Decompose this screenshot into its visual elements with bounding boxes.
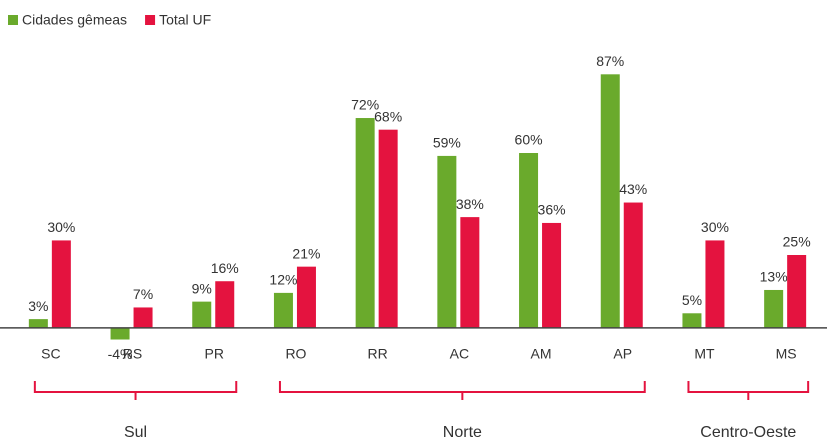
bar — [133, 307, 153, 328]
value-label: 16% — [211, 260, 239, 276]
value-label: 30% — [701, 219, 729, 235]
legend-swatch — [8, 15, 18, 25]
legend-label: Total UF — [159, 12, 211, 28]
value-label: 43% — [619, 181, 647, 197]
group-bracket — [278, 381, 646, 400]
x-tick-label: RO — [285, 346, 306, 362]
bar — [542, 222, 562, 328]
bar — [437, 155, 457, 328]
value-label: 5% — [682, 292, 702, 308]
bar — [378, 129, 398, 328]
value-label: 7% — [133, 286, 153, 302]
value-label: 36% — [538, 202, 566, 218]
bar — [764, 289, 784, 328]
value-label: 72% — [351, 97, 379, 113]
bar — [600, 74, 620, 328]
bar — [51, 240, 71, 328]
x-tick-label: MT — [694, 346, 715, 362]
bar — [215, 281, 235, 328]
x-tick-label: PR — [205, 346, 224, 362]
bar — [28, 319, 48, 328]
value-label: 30% — [47, 219, 75, 235]
bar — [682, 313, 702, 328]
value-label: 60% — [515, 132, 543, 148]
legend-label: Cidades gêmeas — [22, 12, 127, 28]
bar — [110, 327, 130, 340]
bar — [355, 118, 375, 328]
value-label: -4% — [108, 346, 133, 362]
value-label: 59% — [433, 135, 461, 151]
group-label: Centro-Oeste — [700, 424, 796, 441]
group-label: Norte — [443, 424, 482, 441]
x-tick-label: RR — [368, 346, 388, 362]
bar — [296, 266, 316, 328]
bar — [705, 240, 725, 328]
value-label: 25% — [783, 234, 811, 250]
x-tick-label: AC — [450, 346, 469, 362]
value-label: 21% — [292, 245, 320, 261]
value-label: 68% — [374, 108, 402, 124]
bar — [787, 255, 807, 328]
value-label: 87% — [596, 53, 624, 69]
group-label: Sul — [124, 424, 147, 441]
group-bracket — [33, 381, 238, 400]
x-tick-label: RS — [123, 346, 142, 362]
bar — [519, 153, 539, 328]
x-tick-label: AP — [613, 346, 632, 362]
x-tick-label: MS — [776, 346, 797, 362]
value-label: 38% — [456, 196, 484, 212]
bar — [460, 217, 480, 328]
value-label: 3% — [28, 298, 48, 314]
bar — [273, 292, 293, 328]
value-label: 12% — [269, 272, 297, 288]
legend-swatch — [145, 15, 156, 25]
group-bracket — [687, 381, 810, 400]
bar — [623, 202, 643, 328]
x-tick-label: AM — [531, 346, 552, 362]
value-label: 9% — [192, 280, 212, 296]
x-tick-label: SC — [41, 346, 60, 362]
value-label: 13% — [760, 269, 788, 285]
bar — [192, 301, 212, 328]
